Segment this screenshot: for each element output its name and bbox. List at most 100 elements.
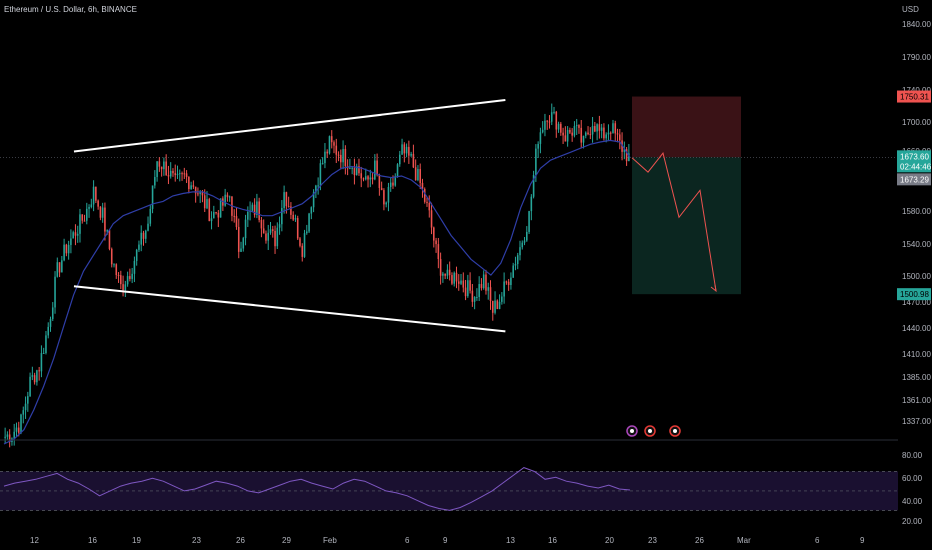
rsi-tick-label: 80.00 (902, 451, 923, 460)
candle-up (267, 232, 270, 241)
candle-down (83, 220, 86, 222)
candle-down (428, 202, 431, 211)
candle-down (580, 127, 583, 143)
candle-down (480, 284, 483, 289)
candle-down (120, 275, 122, 285)
moving-average-line (3, 139, 631, 445)
candle-up (453, 272, 456, 284)
time-tick-label: 9 (443, 536, 448, 545)
candle-up (276, 227, 279, 247)
candle-down (569, 130, 571, 133)
candle-down (129, 276, 131, 279)
candle-up (6, 434, 9, 437)
candle-up (605, 134, 607, 139)
candle-down (326, 151, 329, 154)
candle-up (394, 176, 397, 186)
candle-up (190, 185, 192, 190)
countdown-tag: 02:44:46 (900, 162, 932, 171)
candle-down (188, 176, 190, 190)
axes: USD 1840.00 1790.00 1740.00 1700.00 16 60.00 16… (0, 5, 932, 545)
candle-down (33, 375, 36, 383)
candle-up (532, 175, 535, 197)
candle-down (203, 195, 206, 209)
candle-up (498, 301, 501, 309)
candle-down (507, 281, 510, 286)
candle-up (45, 335, 47, 353)
candle-down (421, 182, 424, 189)
candle-up (169, 170, 172, 177)
candle-down (174, 173, 177, 176)
candle-up (405, 146, 408, 154)
time-tick-label: 12 (30, 536, 39, 545)
time-tick-label: 13 (506, 536, 515, 545)
candle-down (455, 272, 458, 282)
candle-up (29, 376, 31, 397)
candle-down (287, 206, 290, 208)
price-tick-label: 1410.00 (902, 350, 931, 359)
rsi-tick-label: 20.00 (902, 517, 923, 526)
candle-up (324, 151, 326, 164)
candle-up (523, 240, 526, 243)
candle-up (54, 276, 56, 308)
candle-down (435, 240, 437, 245)
time-tick-label: 9 (860, 536, 865, 545)
candle-down (65, 244, 68, 254)
candle-up (31, 375, 34, 377)
candle-up (131, 273, 133, 279)
candle-down (208, 199, 211, 222)
candle-up (283, 192, 285, 208)
time-tick-label: 19 (132, 536, 141, 545)
candle-up (178, 173, 181, 175)
candle-up (526, 231, 528, 241)
candle-down (403, 144, 406, 154)
candle-up (478, 284, 480, 297)
candle-up (528, 211, 530, 232)
candle-up (135, 249, 138, 261)
candle-down (423, 188, 426, 202)
candle-up (4, 436, 6, 438)
candle-down (444, 273, 446, 276)
candle-up (56, 262, 59, 277)
candle-down (367, 176, 369, 180)
candle-down (330, 136, 333, 143)
take-profit-zone (632, 157, 741, 295)
currency-label: USD (902, 5, 919, 14)
candle-down (201, 192, 204, 196)
candle-up (476, 296, 478, 298)
candle-up (147, 223, 149, 231)
candle-up (144, 230, 147, 239)
candle-up (487, 287, 490, 291)
time-tick-label: 20 (605, 536, 614, 545)
rsi-line (3, 467, 631, 511)
candle-down (38, 370, 40, 372)
candle-down (625, 149, 628, 162)
candle-down (589, 134, 592, 136)
candle-down (587, 132, 589, 135)
price-pane[interactable] (0, 96, 898, 448)
target-price-tag-bg (897, 288, 931, 301)
candle-up (67, 244, 70, 254)
candle-down (17, 427, 20, 433)
candle-up (13, 431, 16, 439)
candle-up (612, 123, 614, 134)
candle-down (353, 167, 356, 176)
rsi-pane[interactable] (0, 467, 898, 511)
candle-up (514, 264, 517, 266)
candle-up (154, 176, 156, 186)
candle-up (417, 169, 419, 181)
candle-up (240, 248, 242, 252)
candle-down (172, 170, 174, 174)
candle-down (419, 169, 421, 183)
candle-up (206, 199, 208, 209)
candle-up (364, 176, 367, 180)
rsi-tick-label: 60.00 (902, 474, 923, 483)
candle-up (126, 276, 129, 285)
candle-down (260, 219, 263, 229)
time-tick-label: 6 (815, 536, 820, 545)
price-tick-label: 1840.00 (902, 20, 931, 29)
candle-down (265, 233, 267, 241)
candle-down (197, 193, 199, 195)
candle-up (607, 132, 610, 135)
candle-down (160, 166, 163, 170)
